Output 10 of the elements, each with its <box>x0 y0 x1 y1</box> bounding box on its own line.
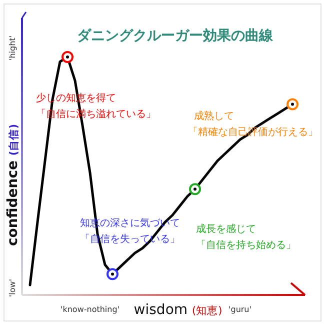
annotation: 成長を感じて <box>196 223 256 235</box>
text: 'low' <box>8 278 17 298</box>
y-axis-title: confidence (自信) <box>5 124 21 246</box>
x-tick-label: 'guru' <box>228 305 252 314</box>
chart-title: ダニングクルーガー効果の曲線 <box>77 28 274 44</box>
x-axis-title: wisdom (知恵) <box>134 302 222 318</box>
text: 'hight' <box>8 36 17 60</box>
annotation: 「自信を持ち始める」 <box>196 239 296 251</box>
x-tick-label: 'know-nothing' <box>60 305 120 314</box>
annotation: 成熟して <box>194 110 234 122</box>
